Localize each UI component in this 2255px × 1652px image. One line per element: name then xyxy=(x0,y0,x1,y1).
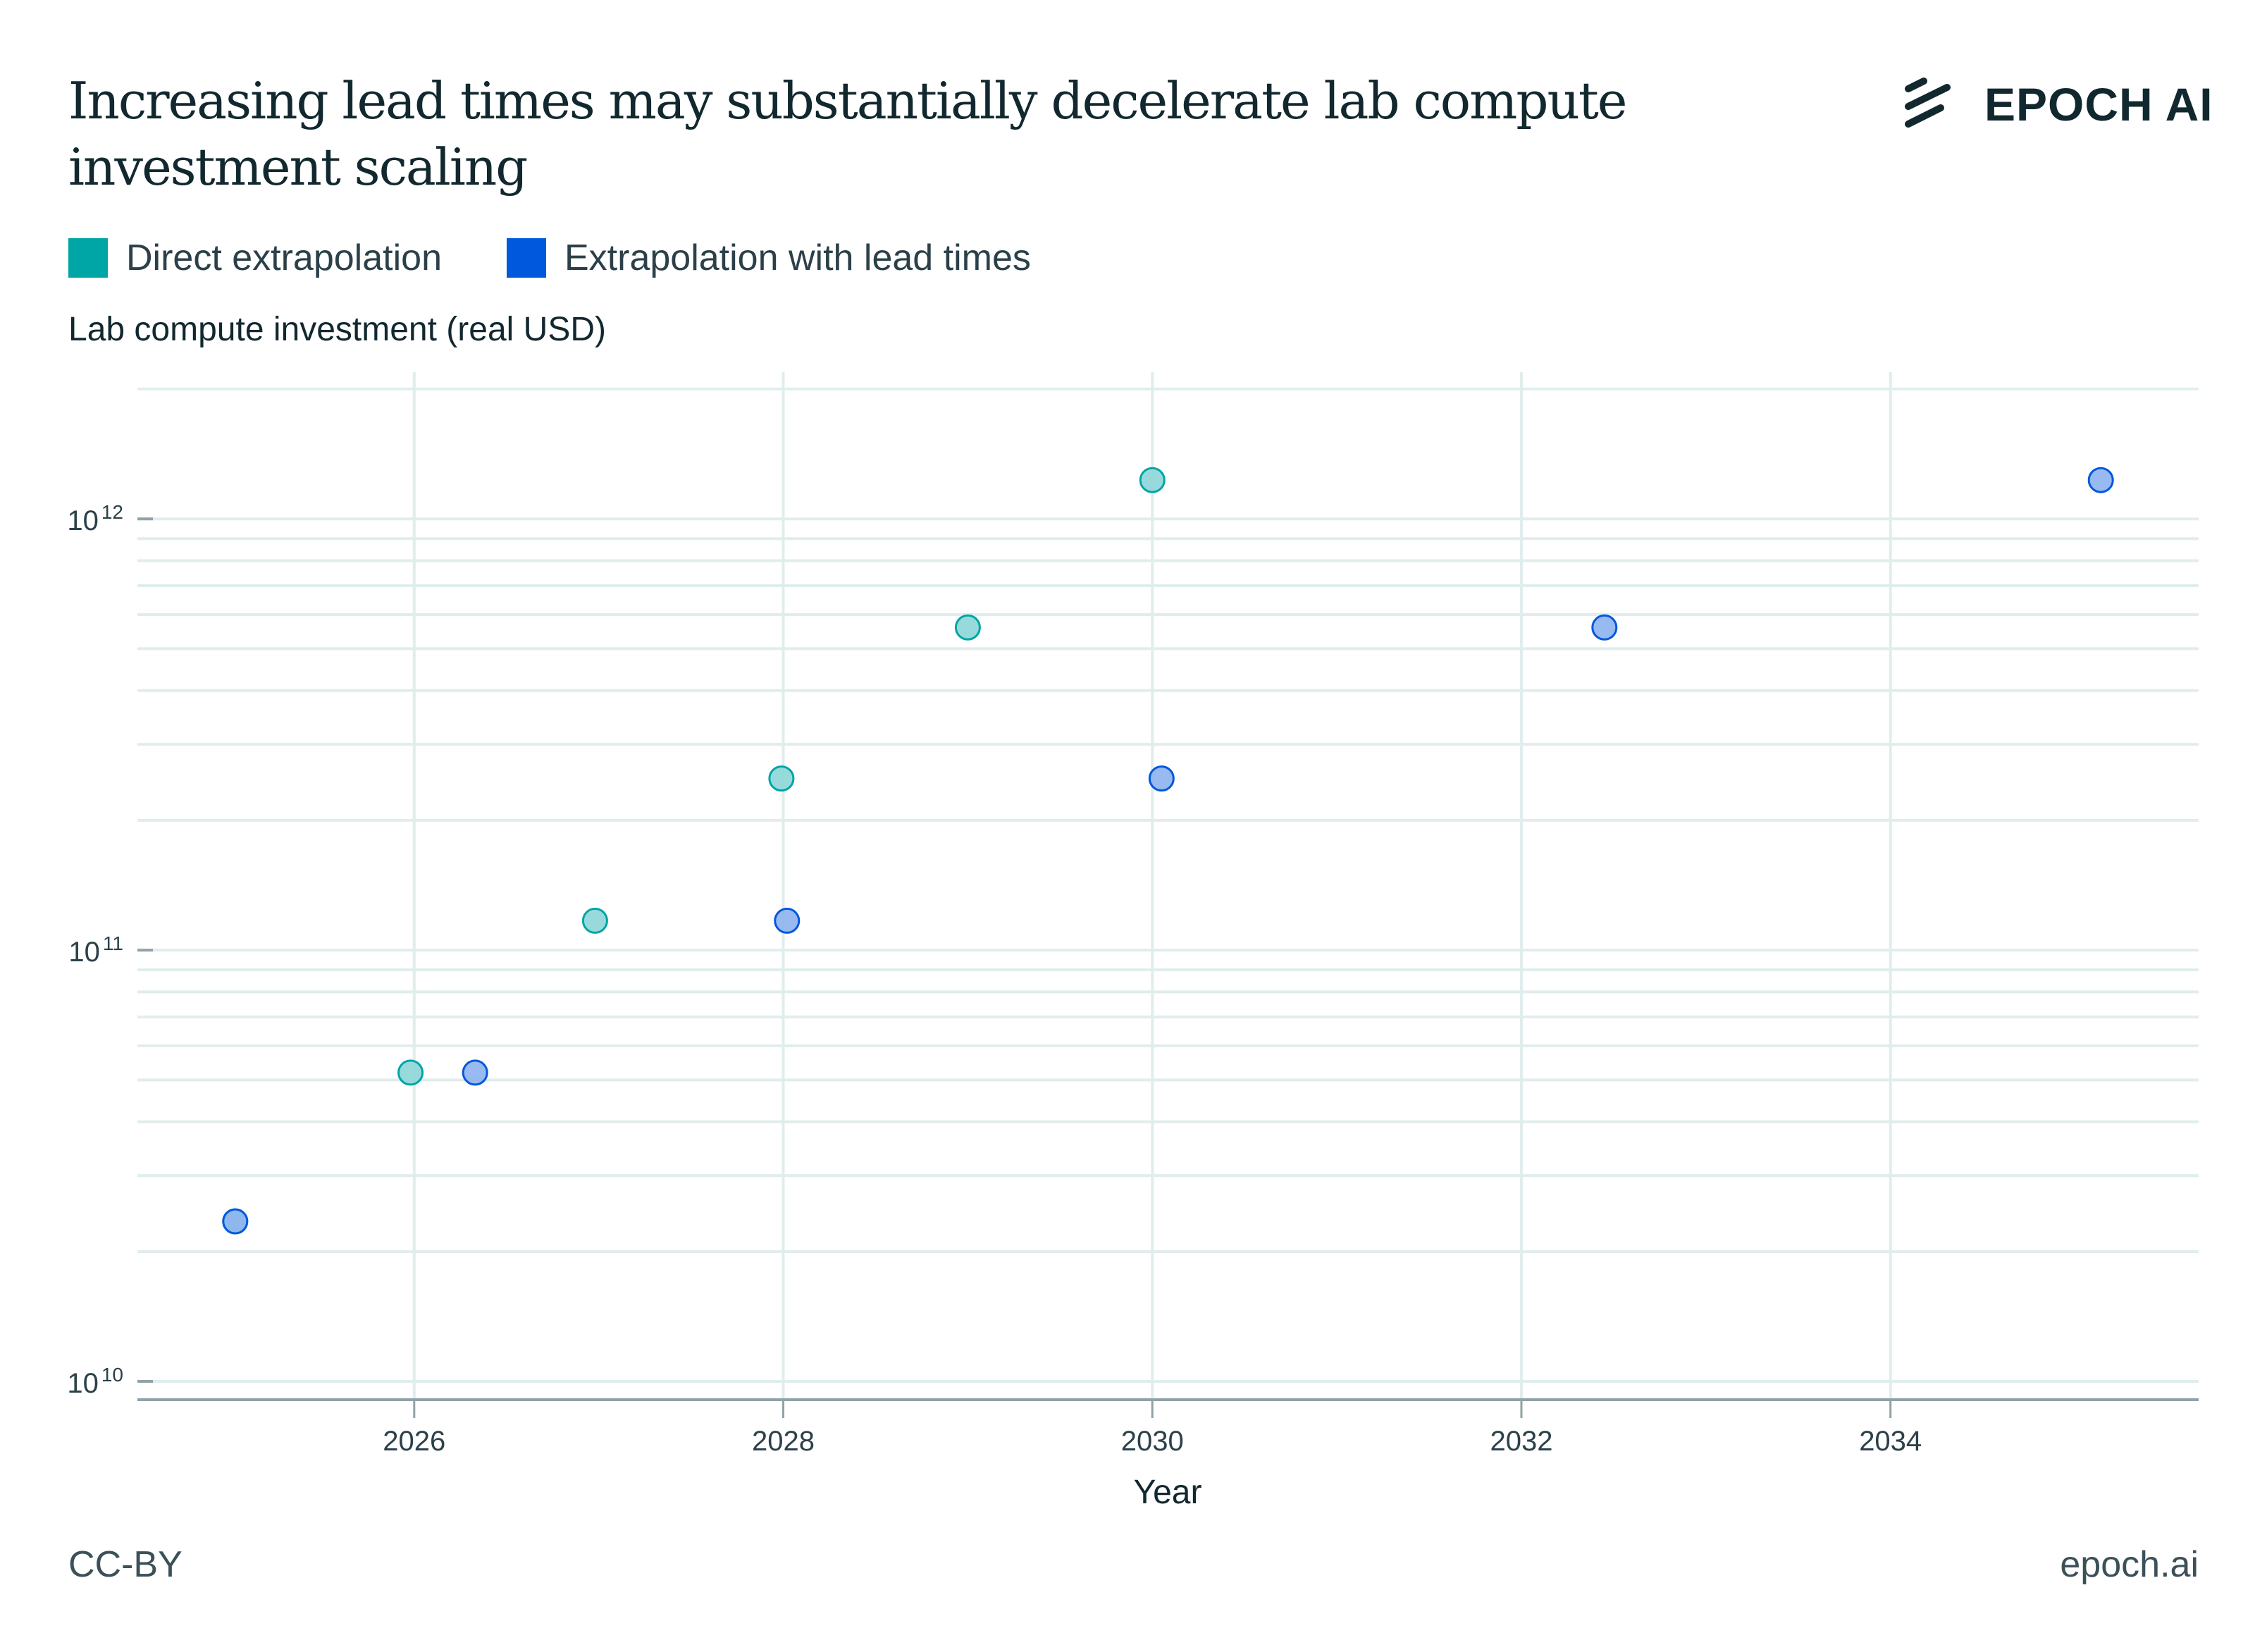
x-tick-label: 2030 xyxy=(1121,1426,1184,1457)
logo-text: EPOCH AI xyxy=(1984,78,2213,130)
legend-swatch-direct xyxy=(68,238,108,278)
grid xyxy=(137,372,2199,1400)
data-points xyxy=(222,467,2114,1235)
point-direct-extrapolation xyxy=(397,1059,424,1086)
x-tick-label: 2026 xyxy=(383,1426,445,1457)
y-tick-label: 10 11 xyxy=(68,932,123,968)
legend-item-direct[interactable]: Direct extrapolation xyxy=(68,237,442,279)
point-direct-extrapolation xyxy=(954,614,981,641)
point-direct-extrapolation xyxy=(768,765,795,792)
y-tick-label: 10 12 xyxy=(67,501,123,536)
epoch-stripes-icon xyxy=(1905,78,1951,128)
license-label: CC-BY xyxy=(68,1544,183,1585)
legend-swatch-lead-times xyxy=(507,238,546,278)
point-lead-times xyxy=(462,1059,488,1086)
x-tick-label: 2028 xyxy=(752,1426,815,1457)
epoch-logo: EPOCH AI xyxy=(1903,76,2213,132)
y-tick-label: 10 10 xyxy=(67,1364,123,1399)
x-tick-label: 2032 xyxy=(1490,1426,1552,1457)
y-axis-title: Lab compute investment (real USD) xyxy=(68,311,606,348)
point-lead-times xyxy=(1591,614,1618,641)
chart-title: Increasing lead times may substantially … xyxy=(68,71,1627,197)
legend-label: Extrapolation with lead times xyxy=(564,238,1031,278)
x-axis-title: Year xyxy=(1134,1474,1202,1511)
point-lead-times xyxy=(2087,467,2114,493)
site-link[interactable]: epoch.ai xyxy=(2060,1544,2199,1585)
point-direct-extrapolation xyxy=(581,907,608,934)
point-direct-extrapolation xyxy=(1139,467,1166,493)
legend: Direct extrapolation Extrapolation with … xyxy=(68,237,1096,279)
point-lead-times xyxy=(774,907,801,934)
point-lead-times xyxy=(222,1208,249,1235)
x-tick-label: 2034 xyxy=(1859,1426,1922,1457)
point-lead-times xyxy=(1148,765,1175,792)
legend-item-lead-times[interactable]: Extrapolation with lead times xyxy=(507,237,1031,279)
legend-label: Direct extrapolation xyxy=(126,238,442,278)
